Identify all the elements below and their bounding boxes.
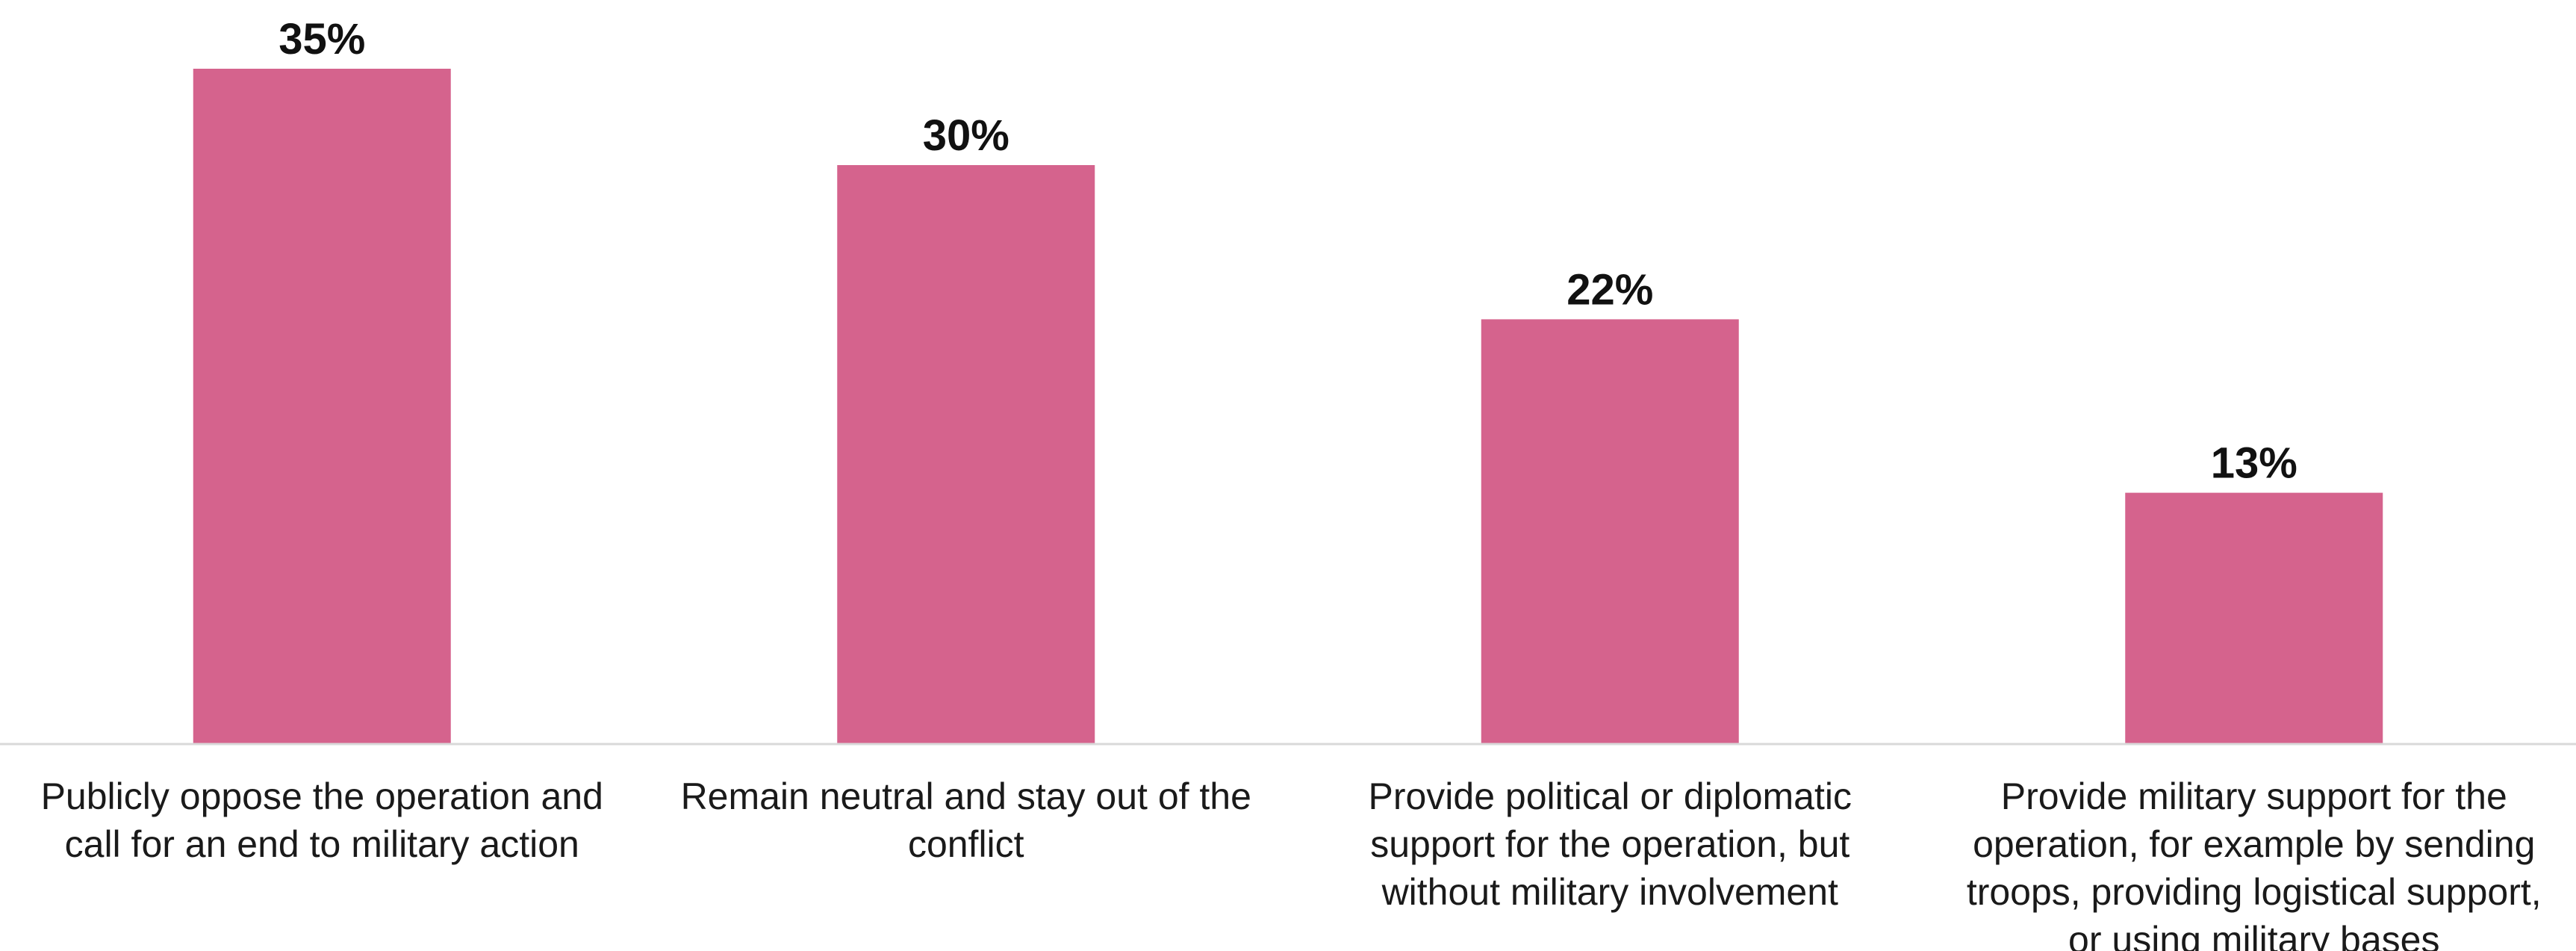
category-label-1: Publicly oppose the operation and call fo… bbox=[41, 775, 603, 865]
category-label-4-line-1: Provide military support for the bbox=[2001, 775, 2507, 817]
category-label-1-line-2: call for an end to military action bbox=[65, 823, 579, 865]
value-label-3: 22% bbox=[1567, 265, 1653, 314]
bars-layer bbox=[193, 69, 2383, 743]
category-label-4-line-3: troops, providing logistical support, bbox=[1967, 871, 2542, 913]
bar-3 bbox=[1481, 319, 1739, 743]
bar-4 bbox=[2125, 492, 2383, 743]
value-label-1: 35% bbox=[279, 15, 365, 63]
category-label-3-line-2: support for the operation, but bbox=[1370, 823, 1849, 865]
value-label-4: 13% bbox=[2211, 439, 2297, 488]
category-label-3-line-3: without military involvement bbox=[1381, 871, 1838, 913]
category-label-2-line-1: Remain neutral and stay out of the bbox=[681, 775, 1251, 817]
category-label-4-line-2: operation, for example by sending bbox=[1973, 823, 2535, 865]
category-label-2: Remain neutral and stay out of the confli… bbox=[681, 775, 1251, 865]
category-label-2-line-2: conflict bbox=[908, 823, 1024, 865]
category-label-3-line-1: Provide political or diplomatic bbox=[1368, 775, 1852, 817]
bar-1 bbox=[193, 69, 451, 743]
value-labels-layer: 35% 30% 22% 13% bbox=[279, 15, 2297, 488]
bar-2 bbox=[837, 165, 1095, 743]
category-labels-layer: Publicly oppose the operation and call fo… bbox=[41, 775, 2542, 951]
category-label-1-line-1: Publicly oppose the operation and bbox=[41, 775, 603, 817]
category-label-3: Provide political or diplomatic support f… bbox=[1368, 775, 1852, 913]
value-label-2: 30% bbox=[923, 111, 1009, 160]
category-label-4: Provide military support for the operatio… bbox=[1967, 775, 2542, 951]
category-label-4-line-4: or using military bases bbox=[2068, 919, 2439, 951]
